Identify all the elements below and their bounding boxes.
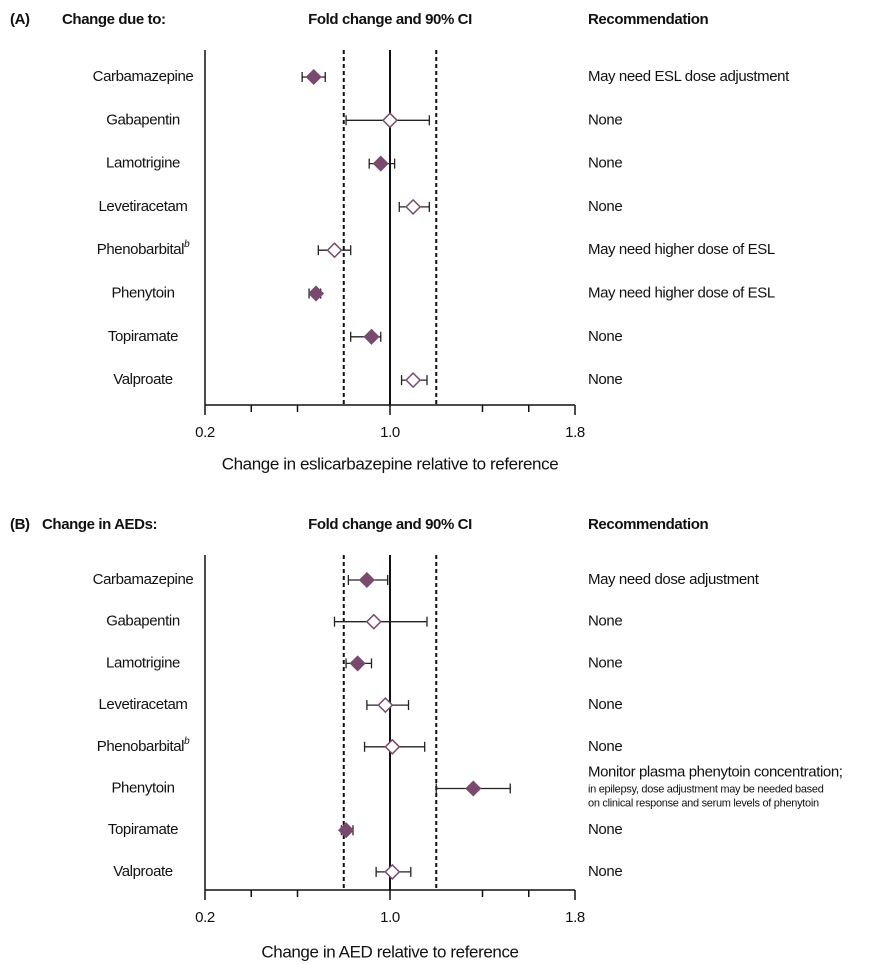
category-label: Phenobarbitalb <box>97 735 190 754</box>
category-label: Topiramate <box>108 821 178 838</box>
column-header: Change due to: <box>62 11 166 28</box>
footnote-mark: b <box>184 735 190 746</box>
x-tick-label: 1.0 <box>380 909 400 926</box>
column-header: Fold change and 90% CI <box>308 516 472 533</box>
x-tick-label: 1.0 <box>380 424 400 441</box>
category-label: Phenobarbitalb <box>97 239 190 258</box>
point-estimate <box>384 738 401 755</box>
point-estimate <box>338 822 355 839</box>
recommendation: None <box>588 111 622 128</box>
point-estimate <box>405 372 422 389</box>
category-label: Levetiracetam <box>98 198 187 215</box>
recommendation: None <box>588 821 622 838</box>
category-label: Carbamazepine <box>93 68 194 85</box>
point-estimate <box>381 112 399 129</box>
point-estimate <box>372 155 389 172</box>
recommendation: May need higher dose of ESL <box>588 241 775 258</box>
category-label: Gabapentin <box>106 111 180 128</box>
column-header: Recommendation <box>588 516 708 533</box>
x-tick-label: 0.2 <box>195 424 215 441</box>
recommendation: None <box>588 654 622 671</box>
category-text: Phenobarbital <box>97 241 184 258</box>
category-label: Lamotrigine <box>106 155 180 172</box>
panel-label: (A) <box>10 11 30 28</box>
category-label: Valproate <box>113 371 173 388</box>
recommendation: Monitor plasma phenytoin concentration; <box>588 763 843 780</box>
category-label: Levetiracetam <box>98 696 187 713</box>
point-estimate <box>307 285 325 302</box>
category-text: Phenobarbital <box>97 738 184 755</box>
recommendation: None <box>588 738 622 755</box>
x-tick-label: 0.2 <box>195 909 215 926</box>
point-estimate <box>349 655 366 672</box>
recommendation: None <box>588 863 622 880</box>
footnote-mark: b <box>184 239 190 250</box>
column-header: Fold change and 90% CI <box>308 11 472 28</box>
recommendation: May need higher dose of ESL <box>588 284 775 301</box>
recommendation: May need ESL dose adjustment <box>588 68 790 85</box>
point-estimate <box>365 613 382 630</box>
point-estimate <box>363 328 380 345</box>
x-tick-label: 1.8 <box>565 909 585 926</box>
panel-label: (B) <box>10 516 30 533</box>
x-axis-title: Change in AED relative to reference <box>261 942 518 961</box>
point-estimate <box>326 242 343 259</box>
category-label: Gabapentin <box>106 613 180 630</box>
column-header: Change in AEDs: <box>42 516 157 533</box>
recommendation-note: in epilepsy, dose adjustment may be need… <box>588 783 824 795</box>
point-estimate <box>465 780 482 797</box>
category-label: Carbamazepine <box>93 571 194 588</box>
category-label: Phenytoin <box>111 284 174 301</box>
recommendation: None <box>588 613 622 630</box>
recommendation: None <box>588 371 622 388</box>
recommendation: None <box>588 155 622 172</box>
point-estimate <box>358 571 375 589</box>
recommendation-note: on clinical response and serum levels of… <box>588 797 819 809</box>
category-label: Topiramate <box>108 328 178 345</box>
recommendation: May need dose adjustment <box>588 571 760 588</box>
x-axis-title: Change in eslicarbazepine relative to re… <box>222 454 559 473</box>
point-estimate <box>384 863 401 880</box>
x-tick-label: 1.8 <box>565 424 585 441</box>
point-estimate <box>405 198 422 215</box>
recommendation: None <box>588 696 622 713</box>
recommendation: None <box>588 198 622 215</box>
category-label: Valproate <box>113 863 173 880</box>
category-label: Lamotrigine <box>106 654 180 671</box>
point-estimate <box>305 68 322 86</box>
column-header: Recommendation <box>588 11 708 28</box>
point-estimate <box>377 697 394 714</box>
category-label: Phenytoin <box>111 779 174 796</box>
recommendation: None <box>588 328 622 345</box>
